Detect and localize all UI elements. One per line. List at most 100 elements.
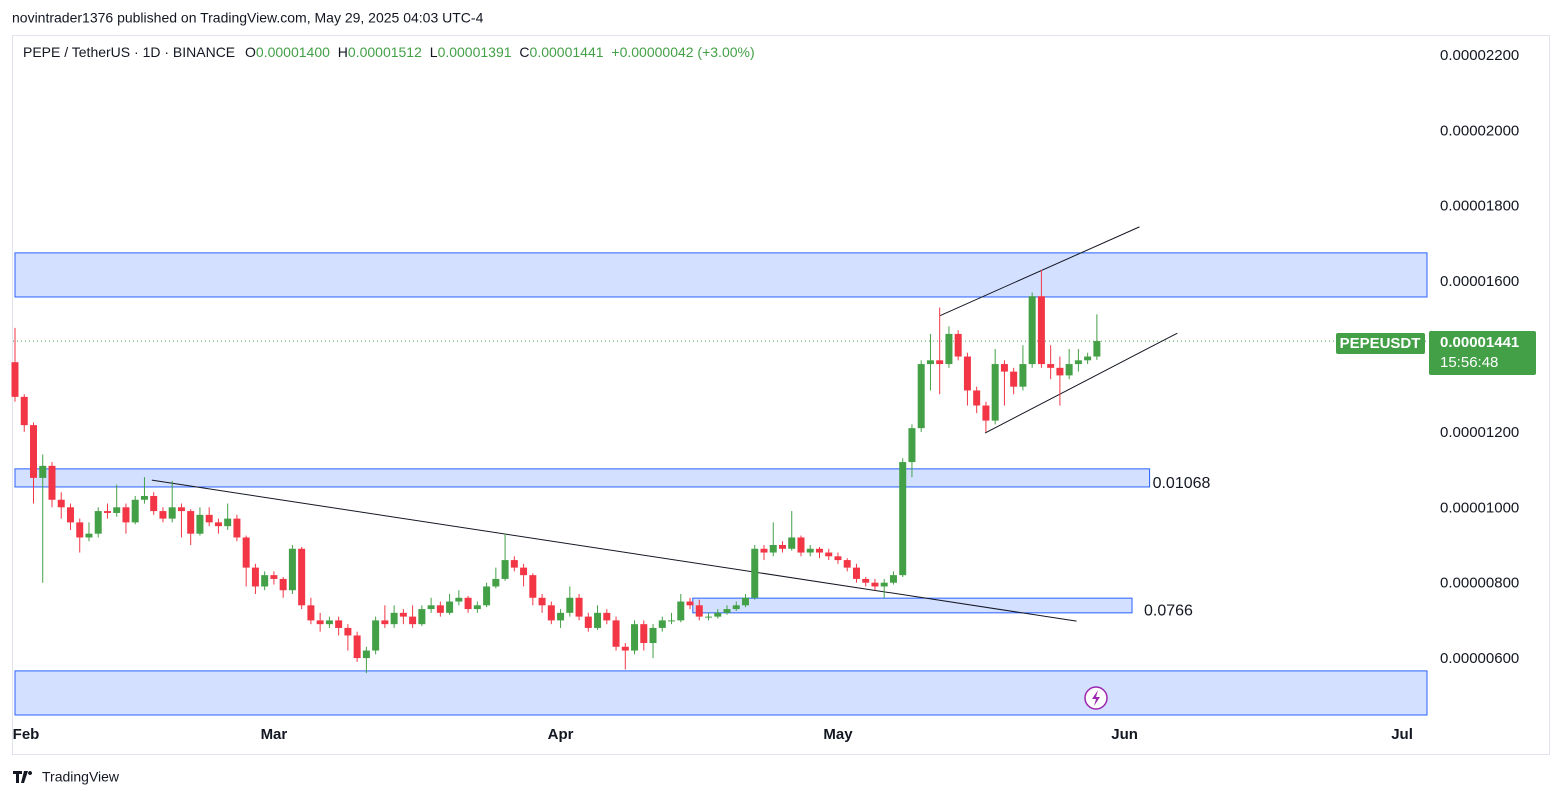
candle-body xyxy=(945,333,953,365)
candle-body xyxy=(150,495,158,512)
y-tick-label: 0.00001600 xyxy=(1440,273,1519,290)
candle-body xyxy=(538,597,546,606)
candle-body xyxy=(298,548,306,606)
candle-body xyxy=(381,620,389,625)
candle-body xyxy=(852,567,860,579)
candle-body xyxy=(668,620,676,622)
y-tick-label: 0.00002000 xyxy=(1440,122,1519,139)
candle-body xyxy=(66,507,74,523)
candle-body xyxy=(187,511,195,534)
candle-body xyxy=(926,360,934,365)
candle-body xyxy=(778,545,786,549)
candle-body xyxy=(973,390,981,406)
y-tick-label: 0.00001000 xyxy=(1440,499,1519,516)
candle-body xyxy=(131,499,139,523)
price-tag xyxy=(1429,331,1536,375)
candle-body xyxy=(575,597,583,617)
y-tick-label: 0.00000800 xyxy=(1440,575,1519,592)
low-value: 0.00001391 xyxy=(438,44,512,60)
candle-body xyxy=(168,507,176,519)
candle-body xyxy=(621,646,629,651)
zone-label: 0.01068 xyxy=(1153,475,1211,492)
candle-body xyxy=(603,612,611,621)
candle-body xyxy=(705,616,713,618)
ticker-tag xyxy=(1336,333,1425,354)
zone xyxy=(14,670,1428,716)
open-value: 0.00001400 xyxy=(256,44,330,60)
x-tick-label: Apr xyxy=(548,726,574,743)
candle-body xyxy=(751,548,759,598)
x-tick-label: Jun xyxy=(1111,726,1138,743)
ticker: PEPEUSDT xyxy=(1340,335,1421,352)
plot-area: 0.01068 0.0766 xyxy=(11,226,1428,716)
candle-body xyxy=(39,465,47,478)
candle-body xyxy=(963,356,971,391)
y-tick-label: 0.00000600 xyxy=(1440,650,1519,667)
candle-body xyxy=(760,548,768,553)
high-value: 0.00001512 xyxy=(348,44,422,60)
candle-body xyxy=(214,522,222,527)
candle-body xyxy=(1093,341,1101,357)
candle-body xyxy=(399,612,407,617)
candle-body xyxy=(94,511,102,534)
candle-body xyxy=(279,578,287,591)
candle-body xyxy=(658,620,666,628)
publisher: novintrader1376 published on TradingView… xyxy=(12,10,484,26)
chart-frame xyxy=(12,35,1550,755)
candle-body xyxy=(242,537,250,568)
candle-body xyxy=(196,514,204,534)
candle-body xyxy=(631,624,639,651)
candle-body xyxy=(1010,371,1018,387)
candle-body xyxy=(270,575,278,579)
candle-body xyxy=(1084,356,1092,361)
candle-body xyxy=(640,624,648,644)
candle-body xyxy=(834,556,842,561)
candle-body xyxy=(982,405,990,421)
candle-body xyxy=(20,396,28,426)
candle-body xyxy=(825,552,833,557)
alert-icon[interactable] xyxy=(1084,686,1108,710)
candle-body xyxy=(372,620,380,651)
candle-body xyxy=(427,605,435,610)
y-tick-label: 0.00001200 xyxy=(1440,424,1519,441)
high-label: H xyxy=(338,44,348,60)
brand-name: TradingView xyxy=(42,769,120,785)
trend-line xyxy=(984,332,1178,434)
x-tick-label: May xyxy=(823,726,853,743)
candle-body xyxy=(353,635,361,659)
zone xyxy=(14,468,1151,488)
candle-body xyxy=(436,605,444,613)
candle-body xyxy=(954,333,962,357)
candle-body xyxy=(871,582,879,587)
candle-body xyxy=(492,578,500,587)
candle-body xyxy=(584,616,592,628)
close-value: 0.00001441 xyxy=(530,44,604,60)
candle-body xyxy=(103,511,111,513)
candle-body xyxy=(233,518,241,538)
candle-body xyxy=(159,511,167,519)
candle-body xyxy=(908,428,916,463)
candle-body xyxy=(455,597,463,602)
candle-body xyxy=(723,609,731,613)
candle-body xyxy=(547,605,555,621)
candle-body xyxy=(29,425,37,478)
candle-body xyxy=(1065,364,1073,376)
brand: TradingView xyxy=(13,769,120,785)
x-tick-label: Feb xyxy=(13,726,40,743)
candle-body xyxy=(815,548,823,553)
candle-body xyxy=(316,620,324,625)
y-tick-label: 0.00001800 xyxy=(1440,198,1519,215)
x-tick-label: Jul xyxy=(1391,726,1413,743)
candle-body xyxy=(48,465,56,500)
legend: PEPE / TetherUS · 1D · BINANCE O0.000014… xyxy=(23,44,755,60)
zone xyxy=(692,597,1133,614)
candle-body xyxy=(205,514,213,523)
candle-body xyxy=(991,364,999,421)
zone-label: 0.0766 xyxy=(1144,603,1193,620)
candle-body xyxy=(649,627,657,644)
candle-body xyxy=(529,575,537,598)
candle-body xyxy=(566,597,574,613)
candle-body xyxy=(686,601,694,606)
candle-body xyxy=(880,582,888,587)
